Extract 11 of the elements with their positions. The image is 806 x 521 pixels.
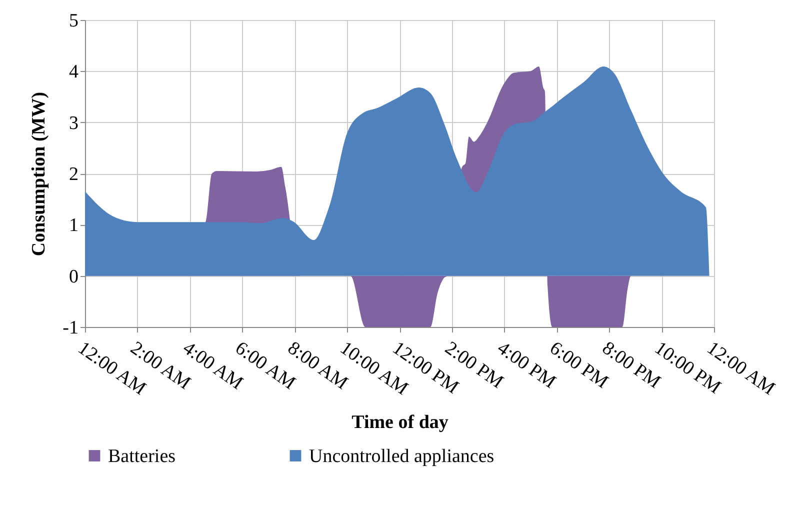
y-tick-label: 0 (69, 266, 78, 288)
y-tick-label: 2 (69, 164, 78, 185)
y-tick-label: 1 (69, 215, 78, 236)
y-tick-label: -1 (62, 318, 78, 338)
y-axis-title: Consumption (MW) (28, 92, 50, 256)
x-axis-title: Time of day (352, 412, 449, 434)
legend-label: Batteries (108, 446, 176, 467)
y-tick-label: 4 (69, 62, 79, 83)
y-tick-label: 5 (69, 10, 78, 32)
y-tick-label: 3 (69, 112, 78, 134)
legend-label: Uncontrolled appliances (309, 446, 494, 467)
